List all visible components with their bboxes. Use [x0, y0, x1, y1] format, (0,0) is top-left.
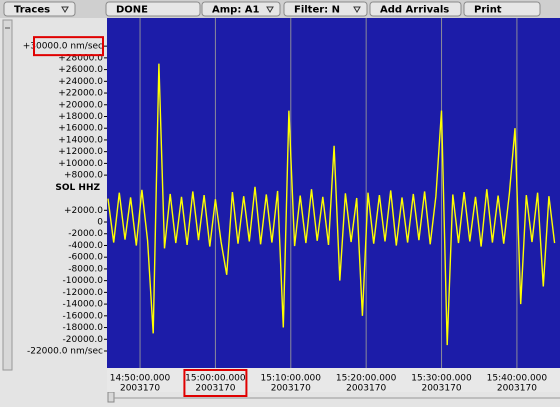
y-tick-label: -6000.0 — [68, 253, 103, 263]
y-tick-label: +14000.0 — [58, 135, 103, 145]
button-label: Filter: N — [294, 5, 340, 16]
x-tick-date: 2003170 — [195, 384, 235, 394]
button-face — [463, 1, 541, 17]
button-label: Traces — [14, 5, 50, 16]
y-tick-label: +30000.0 nm/sec — [23, 42, 103, 52]
y-tick-label: +12000.0 — [58, 147, 103, 157]
x-tick-label: 15:20:00.000 — [336, 374, 397, 384]
trace-name: SOL HHZ — [55, 183, 100, 193]
y-tick-label: -18000.0 — [63, 323, 104, 333]
y-tick-label: -8000.0 — [68, 264, 103, 274]
x-tick-label: 15:40:00.000 — [487, 374, 548, 384]
y-tick-label: +8000.0 — [64, 171, 103, 181]
y-tick-label: +20000.0 — [58, 100, 103, 110]
button-face — [369, 1, 462, 17]
y-tick-label: +16000.0 — [58, 124, 103, 134]
button-face — [201, 1, 281, 17]
x-tick-date: 2003170 — [120, 384, 160, 394]
plot-area — [107, 18, 560, 368]
y-tick-label: +10000.0 — [58, 159, 103, 169]
y-tick-label: +22000.0 — [58, 89, 103, 99]
x-tick-label: 15:10:00.000 — [261, 374, 322, 384]
y-tick-label: -2000.0 — [68, 229, 103, 239]
button-face — [3, 1, 76, 17]
dropdown-arrow — [353, 6, 361, 13]
y-tick-label: +2000.0 — [64, 206, 103, 216]
y-tick-label: -12000.0 — [63, 288, 104, 298]
button-label: Amp: A1 — [212, 5, 260, 16]
y-tick-label: -16000.0 — [63, 311, 104, 321]
y-tick-label: -10000.0 — [63, 276, 104, 286]
x-tick-label: 15:30:00.000 — [411, 374, 472, 384]
button-label: DONE — [116, 5, 148, 16]
dropdown-arrow — [266, 6, 274, 13]
x-tick-date: 2003170 — [497, 384, 537, 394]
y-tick-label: 0 — [97, 218, 103, 228]
button-label: Add Arrivals — [380, 5, 449, 16]
x-tick-label: 15:00:00.000 — [185, 374, 246, 384]
y-tick-label: -20000.0 — [63, 335, 104, 345]
toolbar-button[interactable]: DONE — [105, 1, 201, 17]
toolbar-button[interactable]: Add Arrivals — [369, 1, 462, 17]
y-tick-label: +26000.0 — [58, 65, 103, 75]
y-tick-label: -14000.0 — [63, 300, 104, 310]
y-tick-label: -4000.0 — [68, 241, 103, 251]
x-tick-label: 14:50:00.000 — [110, 374, 171, 384]
button-face — [105, 1, 201, 17]
x-tick-date: 2003170 — [421, 384, 461, 394]
y-tick-label: +24000.0 — [58, 77, 103, 87]
button-label: Print — [474, 5, 502, 16]
scroll-knob[interactable] — [107, 391, 115, 403]
x-tick-date: 2003170 — [271, 384, 311, 394]
button-face — [283, 1, 368, 17]
highlight-box — [33, 36, 104, 57]
y-tick-label: +28000.0 — [58, 53, 103, 63]
dropdown-arrow — [61, 6, 69, 13]
waveform — [107, 63, 556, 346]
x-tick-date: 2003170 — [346, 384, 386, 394]
toolbar-button[interactable]: Print — [463, 1, 541, 17]
y-tick-label: -22000.0 nm/sec — [27, 346, 103, 356]
toolbar-button[interactable]: Traces — [3, 1, 76, 17]
x-axis-area — [107, 368, 560, 392]
toolbar-button[interactable]: Amp: A1 — [201, 1, 281, 17]
highlight-box — [183, 369, 248, 397]
toolbar-button[interactable]: Filter: N — [283, 1, 368, 17]
y-tick-label: +18000.0 — [58, 112, 103, 122]
vertical-scrollbar[interactable] — [2, 19, 13, 371]
